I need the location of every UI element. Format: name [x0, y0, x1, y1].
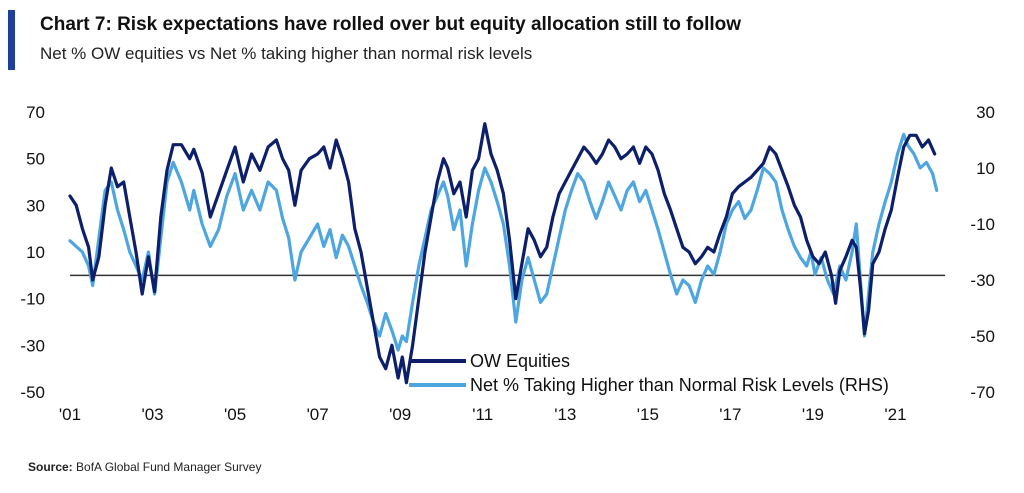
left-tick-label: -30 — [20, 336, 45, 355]
title-accent-bar — [8, 10, 15, 70]
right-tick-label: -70 — [970, 383, 995, 402]
x-tick-label: '21 — [884, 405, 906, 424]
right-axis: 30 10 -10 -30 -50 -70 — [970, 103, 995, 402]
left-tick-label: 10 — [26, 243, 45, 262]
chart-title: Chart 7: Risk expectations have rolled o… — [40, 14, 742, 35]
series-layer — [68, 122, 939, 385]
right-tick-label: 10 — [976, 159, 995, 178]
x-tick-label: '13 — [554, 405, 576, 424]
left-tick-label: 30 — [26, 196, 45, 215]
ow-equities-line — [68, 122, 937, 385]
source-text: BofA Global Fund Manager Survey — [76, 460, 262, 474]
left-tick-label: 50 — [26, 150, 45, 169]
x-tick-label: '19 — [802, 405, 824, 424]
left-tick-label: -10 — [20, 290, 45, 309]
right-tick-label: -10 — [970, 215, 995, 234]
x-axis: '01 '03 '05 '07 '09 '11 '13 '15 '17 '19 '21 — [59, 405, 907, 424]
chart-subtitle: Net % OW equities vs Net % taking higher… — [40, 44, 533, 63]
x-tick-label: '11 — [472, 405, 493, 424]
x-tick-label: '17 — [719, 405, 741, 424]
x-tick-label: '03 — [141, 405, 163, 424]
source-label: Source: — [28, 460, 73, 474]
x-tick-label: '15 — [637, 405, 659, 424]
left-axis: 70 50 30 10 -10 -30 -50 — [20, 103, 45, 402]
source-note: Source: BofA Global Fund Manager Survey — [28, 460, 261, 474]
x-tick-label: '09 — [389, 405, 411, 424]
right-tick-label: -50 — [970, 327, 995, 346]
x-tick-label: '07 — [307, 405, 329, 424]
left-tick-label: -50 — [20, 383, 45, 402]
right-tick-label: 30 — [976, 103, 995, 122]
left-tick-label: 70 — [26, 103, 45, 122]
legend: OW Equities Net % Taking Higher than Norm… — [409, 351, 889, 395]
legend-risk-levels-label: Net % Taking Higher than Normal Risk Lev… — [470, 375, 889, 395]
risk-levels-line — [68, 132, 939, 352]
x-tick-label: '01 — [59, 405, 81, 424]
x-tick-label: '05 — [224, 405, 246, 424]
legend-ow-equities-label: OW Equities — [470, 351, 570, 371]
right-tick-label: -30 — [970, 271, 995, 290]
